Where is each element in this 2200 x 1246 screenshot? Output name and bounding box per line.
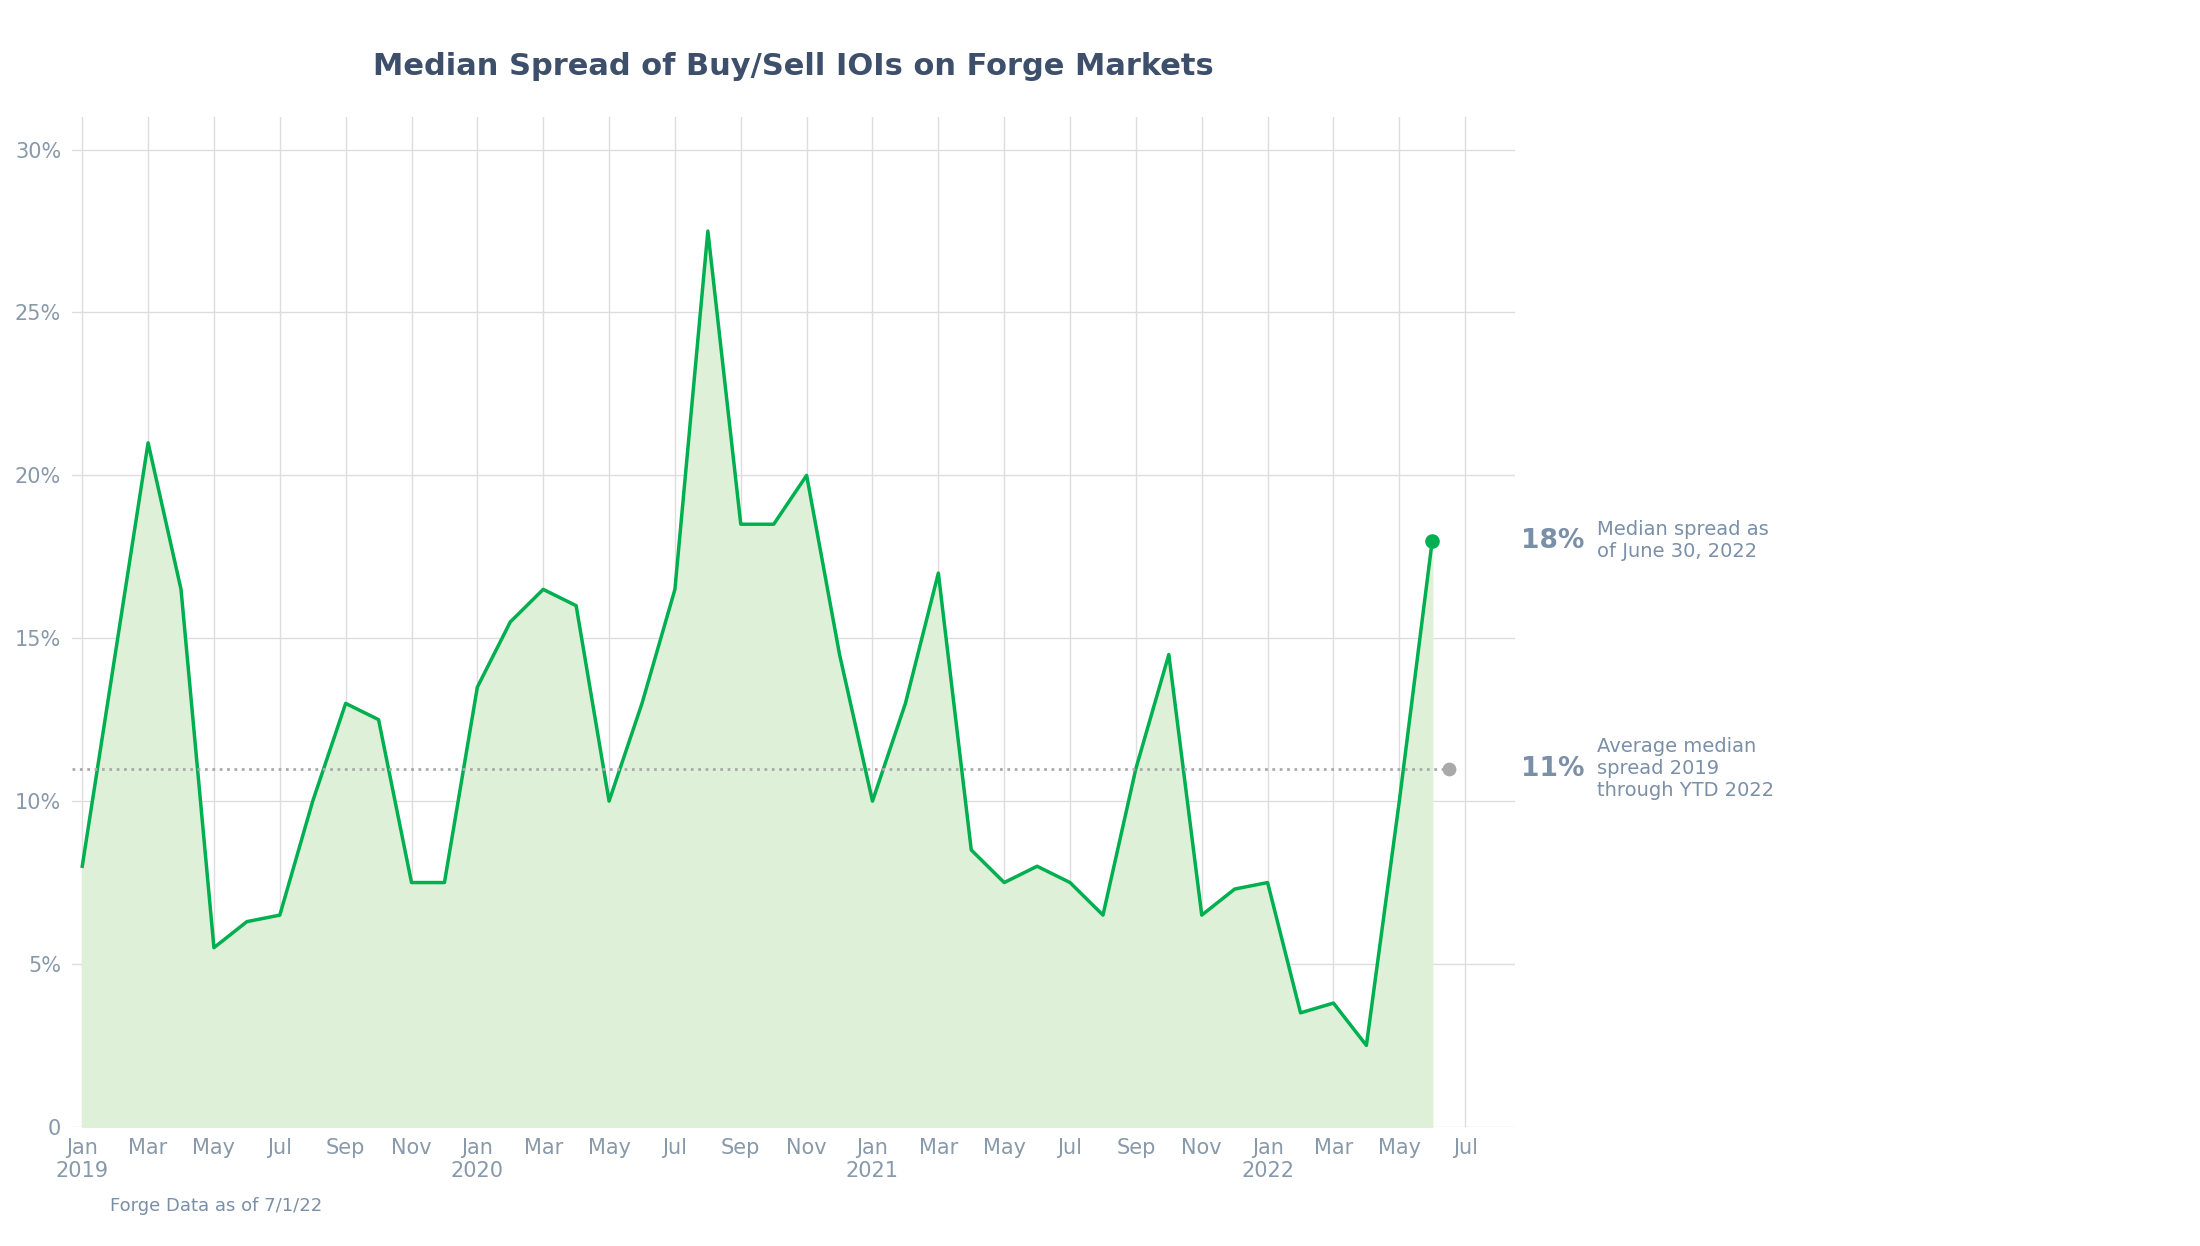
Title: Median Spread of Buy/Sell IOIs on Forge Markets: Median Spread of Buy/Sell IOIs on Forge … [374,52,1214,81]
Text: 18%: 18% [1520,527,1584,553]
Text: Average median
spread 2019
through YTD 2022: Average median spread 2019 through YTD 2… [1597,738,1773,800]
Text: Forge Data as of 7/1/22: Forge Data as of 7/1/22 [110,1197,321,1215]
Point [1432,759,1467,779]
Point [1415,531,1450,551]
Text: 11%: 11% [1520,755,1584,781]
Text: Median spread as
of June 30, 2022: Median spread as of June 30, 2022 [1597,520,1769,561]
